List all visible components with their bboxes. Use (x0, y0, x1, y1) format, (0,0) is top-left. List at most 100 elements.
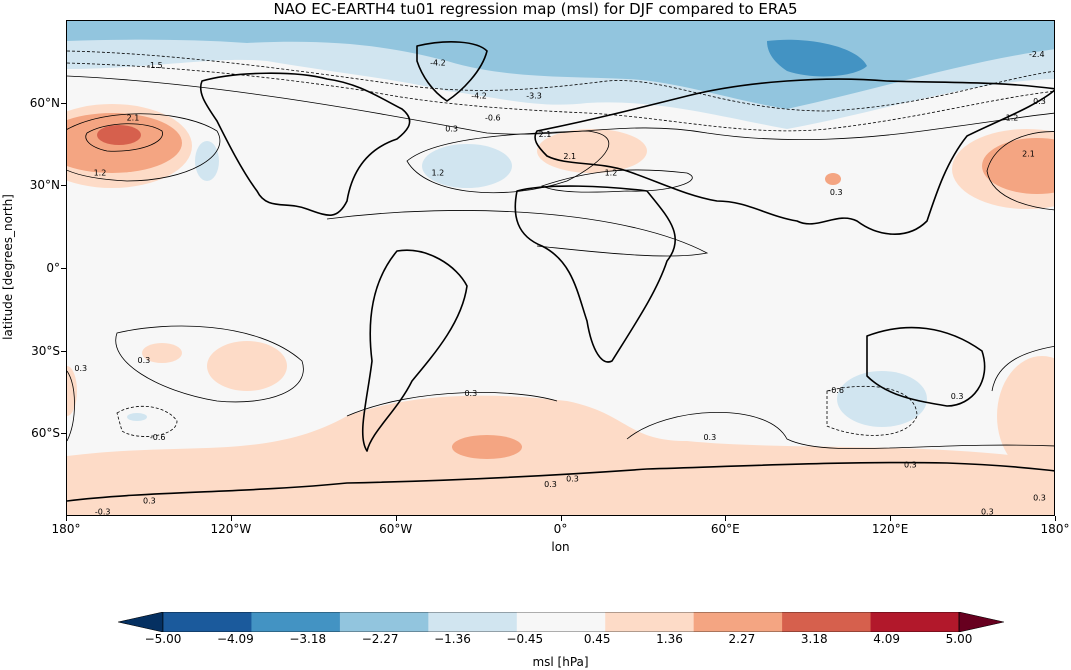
contour-line (626, 411, 1054, 450)
lat-tick-label: 60°S (31, 426, 60, 441)
contour-line (67, 50, 1054, 112)
contour-label: 1.2 (94, 169, 107, 178)
regression-map[interactable]: -1.5 -4.2 -4.2 -3.3 -0.6 0.3 2.1 1.2 1.2 2.1 1.2 2.… (66, 20, 1055, 516)
colorbar-tick-label: −2.27 (361, 632, 399, 646)
contour-line (85, 123, 163, 152)
contour-label: 0.3 (904, 461, 917, 470)
contour-label: -4.2 (471, 91, 487, 100)
antarctica-outline (67, 461, 1054, 502)
lat-tick-label: 30°S (31, 343, 60, 358)
contour-line (115, 325, 304, 403)
contour-label: 0.3 (74, 364, 87, 373)
contour-label: 0.3 (464, 389, 477, 398)
contour-line (326, 210, 709, 257)
lat-tick-label: 0° (46, 261, 60, 275)
contour-label: 0.3 (138, 356, 151, 365)
contour-label: -4.2 (430, 58, 446, 67)
colorbar-tick-label: −4.09 (216, 632, 254, 646)
contour-line (116, 406, 178, 437)
lon-tick-label: 120°W (210, 522, 252, 536)
contour-label: 0.3 (981, 507, 994, 516)
lat-tick-label: 30°N (29, 178, 60, 193)
australia-east-positive (997, 356, 1054, 476)
south-pacific-positive-2 (142, 343, 182, 363)
colorbar-tick-label: 2.27 (728, 632, 756, 646)
colorbar-segment (782, 612, 872, 632)
contour-label: -0.6 (485, 113, 501, 122)
lon-tick-mark (725, 516, 727, 521)
lon-tick-label: 60°W (379, 522, 413, 536)
southern-ocean-positive-core (452, 435, 522, 459)
colorbar-segment (693, 612, 783, 632)
lat-tick-mark (61, 185, 66, 187)
lon-tick-mark (395, 516, 397, 521)
contour-label: 0.3 (544, 480, 557, 489)
colorbar-tick-label: −1.36 (434, 632, 471, 646)
lat-tick-mark (61, 433, 66, 435)
lon-tick-label: 0° (553, 522, 568, 536)
y-axis-label: latitude [degrees_north] (1, 194, 15, 340)
contour-line (67, 370, 75, 442)
pacific-high-west-core (97, 125, 141, 145)
contour-label-layer: -1.5 -4.2 -4.2 -3.3 -0.6 0.3 2.1 1.2 1.2 2.1 1.2 2.… (74, 50, 1046, 516)
contour-label: -2.4 (1029, 50, 1045, 59)
contour-label: -1.5 (147, 61, 163, 70)
lon-tick-mark (1055, 516, 1056, 521)
south-america-outline (361, 249, 468, 452)
southern-ocean-small-negative (127, 413, 147, 421)
colorbar (118, 612, 1004, 632)
contour-label: 0.3 (1033, 494, 1046, 503)
colorbar-tick-label: 5.00 (945, 632, 973, 646)
lat-tick-mark (61, 268, 66, 269)
africa-outline (514, 185, 677, 363)
contour-label: -0.6 (828, 386, 844, 395)
contour-line (826, 385, 918, 436)
contour-line (67, 75, 1054, 141)
colorbar-tick-label: 3.18 (800, 632, 828, 646)
colorbar-tick-label: −3.18 (289, 632, 327, 646)
colorbar-extend-min (118, 612, 164, 632)
lat-tick-mark (61, 350, 66, 352)
indian-ocean-negative (837, 371, 927, 427)
colorbar-label: msl [hPa] (532, 655, 589, 669)
atlantic-weak-negative (422, 144, 512, 188)
lat-tick-label: 60°N (29, 95, 60, 110)
lat-tick-mark (61, 102, 66, 104)
contour-label: 0.3 (143, 496, 156, 505)
contour-label: 0.3 (566, 474, 579, 483)
colorbar-tick-label: −5.00 (144, 632, 182, 646)
contour-line (346, 392, 558, 417)
lon-tick-label: 180° (1040, 522, 1070, 536)
contour-label: 2.1 (127, 113, 140, 122)
colorbar-segment (251, 612, 341, 632)
contour-label: 0.3 (703, 433, 716, 442)
contour-label: 0.3 (1033, 97, 1046, 106)
lon-tick-label: 60°E (710, 522, 740, 536)
greenland-outline (416, 41, 488, 102)
australia-outline (866, 326, 986, 407)
lon-tick-mark (66, 516, 67, 521)
lon-tick-mark (890, 516, 892, 521)
contour-label: 1.2 (432, 169, 445, 178)
colorbar-tick-label: 4.09 (873, 632, 900, 646)
tibet-positive (825, 173, 841, 185)
contour-label: 2.1 (539, 130, 552, 139)
eurasia-outline (534, 78, 1054, 235)
north-america-outline (199, 72, 411, 216)
colorbar-tick-label: 0.45 (583, 632, 611, 646)
map-canvas: -1.5 -4.2 -4.2 -3.3 -0.6 0.3 2.1 1.2 1.2 2.1 1.2 2.… (67, 21, 1054, 516)
contour-label: 1.2 (605, 169, 618, 178)
contour-line (67, 113, 221, 182)
colorbar-tick-label: −0.45 (506, 632, 544, 646)
barents-strong-negative (767, 39, 867, 77)
x-axis-label: lon (551, 540, 570, 554)
lon-tick-label: 180° (51, 522, 81, 536)
contour-label: 2.1 (1022, 149, 1035, 158)
contour-line (986, 131, 1054, 211)
colorbar-segment (870, 612, 960, 632)
contour-label: 0.3 (830, 188, 843, 197)
colorbar-extend-max (958, 612, 1004, 632)
colorbar-segment (163, 612, 252, 632)
lon-tick-mark (560, 516, 562, 521)
colorbar-segment (428, 612, 518, 632)
